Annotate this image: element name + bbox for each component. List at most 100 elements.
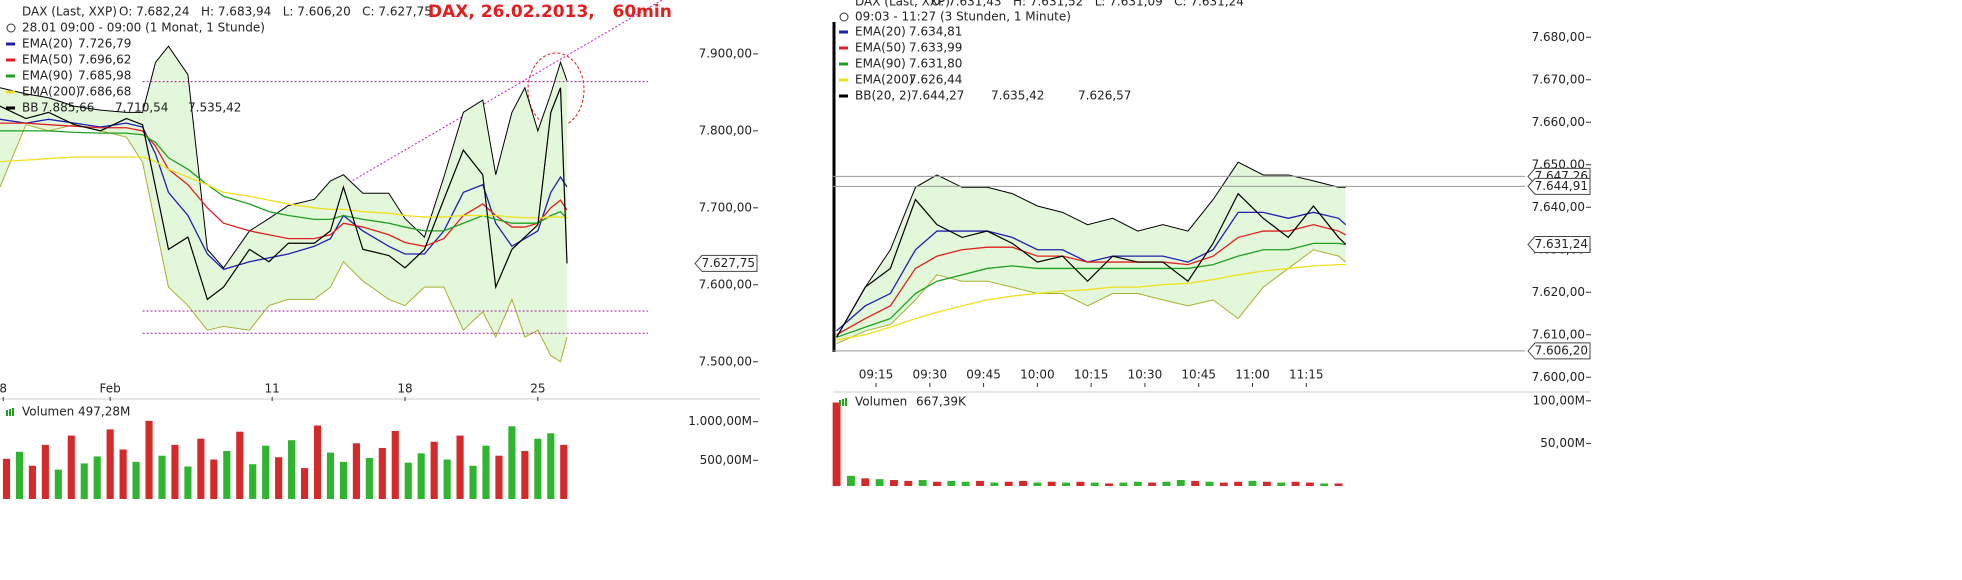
y-tick-label: 7.800,00 bbox=[699, 123, 752, 137]
volume-bar bbox=[236, 431, 244, 499]
x-tick-label: 18 bbox=[397, 382, 412, 396]
volume-bar bbox=[560, 444, 568, 499]
volume-bar bbox=[1305, 482, 1314, 486]
volume-bar bbox=[495, 455, 503, 499]
x-tick-label: 11 bbox=[265, 382, 280, 396]
volume-icon bbox=[12, 408, 14, 416]
volume-bar bbox=[547, 433, 555, 499]
volume-bar bbox=[417, 453, 425, 499]
y-tick-label: 7.900,00 bbox=[699, 46, 752, 60]
volume-bar bbox=[1176, 480, 1185, 486]
x-tick-label: 09:45 bbox=[966, 368, 1001, 382]
volume-bar bbox=[846, 475, 855, 486]
volume-bar bbox=[1090, 482, 1099, 486]
x-tick-label: 10:30 bbox=[1128, 368, 1163, 382]
x-tick-label: 09:30 bbox=[913, 368, 948, 382]
volume-icon bbox=[839, 400, 841, 406]
x-tick-label: 09:15 bbox=[859, 368, 894, 382]
volume-bar bbox=[119, 449, 127, 499]
volume-bar bbox=[904, 480, 913, 486]
volume-bar bbox=[918, 480, 927, 486]
ema-line bbox=[836, 224, 1347, 336]
legend-value: 7.710,54 bbox=[115, 101, 168, 115]
legend-value: 7.686,68 bbox=[78, 85, 131, 99]
volume-label: Volumen bbox=[22, 405, 74, 419]
bb-upper bbox=[0, 45, 568, 269]
volume-bar bbox=[1047, 481, 1056, 486]
y-tick-label: 7.640,00 bbox=[1532, 200, 1585, 214]
volume-bar bbox=[326, 452, 335, 499]
x-tick-label: 11:00 bbox=[1235, 368, 1270, 382]
volume-bar bbox=[443, 459, 451, 499]
volume-icon bbox=[845, 398, 847, 406]
volume-bar bbox=[456, 435, 464, 499]
legend-value: 7.644,27 bbox=[911, 89, 964, 103]
volume-bar bbox=[1162, 481, 1171, 486]
volume-bar bbox=[54, 469, 62, 499]
volume-bar bbox=[106, 429, 114, 499]
volume-bar bbox=[521, 451, 529, 499]
volume-bar bbox=[339, 461, 348, 499]
volume-bar bbox=[1076, 481, 1085, 486]
y-tick-label: 7.670,00 bbox=[1532, 72, 1585, 86]
legend-value: 7.635,42 bbox=[991, 89, 1044, 103]
volume-bar bbox=[67, 435, 75, 499]
legend-label: EMA(20) bbox=[855, 25, 906, 39]
price-line bbox=[0, 87, 568, 301]
chart-header: DAX (Last, XXP) bbox=[855, 0, 950, 9]
volume-bar bbox=[1191, 480, 1200, 486]
price-tag bbox=[694, 254, 758, 272]
legend-value: 7.626,44 bbox=[909, 73, 962, 87]
x-tick-label: 10:45 bbox=[1181, 368, 1216, 382]
volume-bar bbox=[1219, 482, 1228, 486]
period: 28.01 09:00 - 09:00 (1 Monat, 1 Stunde) bbox=[22, 21, 265, 35]
volume-tick-label: 50,00M bbox=[1540, 436, 1585, 450]
volume-bar bbox=[1234, 481, 1243, 486]
x-tick-label: 25 bbox=[530, 382, 545, 396]
volume-bar bbox=[832, 402, 841, 486]
volume-bar bbox=[391, 430, 399, 499]
x-tick-label: 11:15 bbox=[1289, 368, 1324, 382]
volume-bar bbox=[469, 465, 477, 499]
legend-value: 7.633,99 bbox=[909, 41, 962, 55]
legend-label: BB bbox=[22, 101, 38, 115]
volume-icon bbox=[842, 399, 844, 406]
chart-title: DAX, 26.02.2013, 60min bbox=[428, 2, 672, 22]
period: 09:03 - 11:27 (3 Stunden, 1 Minute) bbox=[855, 10, 1071, 24]
volume-bar bbox=[2, 458, 11, 499]
volume-tick-label: 1.000,00M bbox=[688, 414, 752, 428]
volume-icon bbox=[6, 410, 8, 416]
clock-icon bbox=[839, 12, 849, 22]
volume-label: Volumen bbox=[855, 395, 907, 409]
volume-bar bbox=[1262, 481, 1271, 486]
volume-value: 667,39K bbox=[916, 395, 967, 409]
volume-bar bbox=[210, 459, 218, 499]
price-tag-label: 7.644,91 bbox=[1535, 179, 1588, 193]
volume-bar bbox=[1105, 483, 1114, 486]
volume-icon bbox=[9, 409, 11, 416]
x-tick-label: 10:15 bbox=[1074, 368, 1109, 382]
ema-line bbox=[0, 118, 568, 271]
volume-bar bbox=[352, 443, 360, 499]
x-tick-label: 8 bbox=[0, 382, 7, 396]
legend-value: 7.626,57 bbox=[1078, 89, 1131, 103]
quote: O: 7.631,43 H: 7.631,52 L: 7.631,09 C: 7… bbox=[931, 0, 1244, 9]
y-tick-label: 7.620,00 bbox=[1532, 285, 1585, 299]
legend-value: 7.885,66 bbox=[41, 101, 94, 115]
volume-bar bbox=[933, 481, 941, 486]
volume-bar bbox=[1119, 482, 1128, 486]
legend-label: EMA(90) bbox=[22, 69, 73, 83]
y-tick-label: 7.600,00 bbox=[1532, 370, 1585, 384]
volume-bar bbox=[1133, 481, 1142, 486]
bb-fill bbox=[0, 46, 567, 362]
legend-label: BB(20, 2) bbox=[855, 89, 911, 103]
volume-bar bbox=[171, 444, 179, 499]
legend-label: EMA(50) bbox=[855, 41, 906, 55]
volume-bar bbox=[1148, 482, 1157, 486]
volume-bar bbox=[482, 445, 490, 499]
chart-header: DAX (Last, XXP) bbox=[22, 5, 117, 19]
price-line bbox=[836, 192, 1347, 338]
price-tag bbox=[1527, 235, 1591, 253]
ema-line bbox=[0, 156, 568, 219]
price-tag-label: 7.631,24 bbox=[1535, 237, 1588, 251]
